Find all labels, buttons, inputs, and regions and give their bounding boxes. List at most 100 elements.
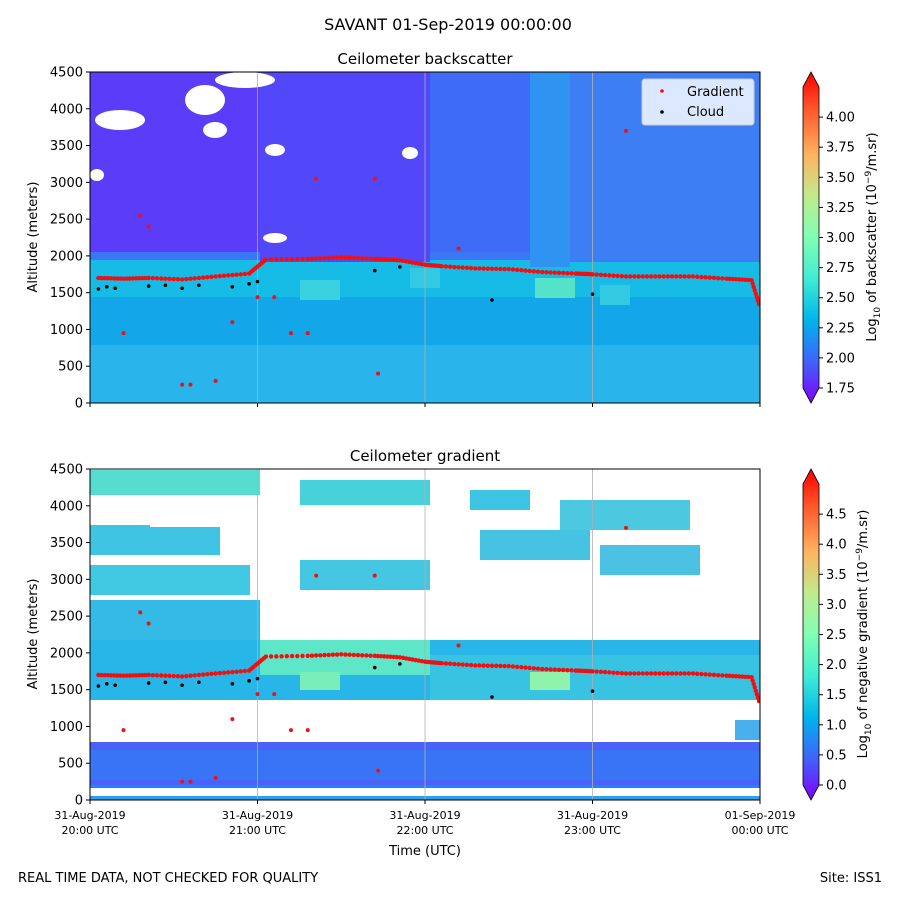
backscatter-gradient-point (756, 301, 760, 307)
backscatter-panel-title: Ceilometer backscatter (337, 50, 513, 68)
backscatter-gradient-point (624, 128, 628, 133)
backscatter-gradient-point (473, 266, 478, 271)
backscatter-gradient-point (263, 257, 269, 262)
gradient-gradient-point (514, 664, 520, 670)
backscatter-gradient-point (313, 256, 319, 261)
backscatter-gradient-point (394, 257, 399, 263)
backscatter-gradient-point (730, 276, 735, 282)
backscatter-gradient-point (225, 273, 231, 278)
backscatter-gradient-point (391, 257, 396, 263)
backscatter-gradient-point (385, 257, 390, 262)
gradient-gradient-point (447, 661, 453, 666)
gradient-gradient-point (615, 670, 620, 676)
gradient-gradient-point (623, 671, 629, 676)
backscatter-gradient-point (540, 269, 545, 275)
backscatter-gradient-point (180, 382, 185, 387)
gradient-y-label: Altitude (meters) (26, 579, 41, 690)
gradient-gradient-point (351, 652, 357, 658)
backscatter-gradient-point (753, 291, 759, 296)
gradient-gradient-point (381, 654, 387, 659)
backscatter-gradient-point (154, 276, 160, 281)
gradient-x-tick-date: 31-Aug-2019 (222, 809, 293, 822)
backscatter-gradient-point (305, 256, 310, 262)
backscatter-colorbar-tick-label: 2.00 (826, 351, 855, 366)
backscatter-gradient-point (238, 272, 243, 277)
backscatter-y-tick-label: 1500 (50, 286, 83, 301)
backscatter-x-ticks (89, 403, 761, 407)
gradient-cloud-point (590, 689, 595, 693)
backscatter-cloud-point (104, 284, 109, 289)
gradient-gradient-point (115, 673, 120, 678)
gradient-gradient-point (124, 673, 129, 678)
backscatter-gradient-point (694, 274, 700, 279)
legend-cloud-marker (660, 110, 664, 114)
gradient-colorbar-tick-label: 0.5 (826, 748, 847, 763)
backscatter-gradient-point (519, 268, 524, 273)
backscatter-colorbar-tick-label: 3.00 (826, 231, 855, 246)
gradient-gradient-point (730, 673, 735, 679)
gradient-gradient-point (556, 667, 562, 673)
backscatter-gradient-point (523, 268, 528, 273)
gradient-gradient-point (439, 660, 444, 666)
gradient-gradient-point (121, 728, 126, 733)
gradient-colorbar-label: Log10 of negative gradient (10−9/m.sr) (855, 510, 874, 759)
gradient-colorbar-tick-label: 2.5 (826, 628, 847, 643)
gradient-gradient-point (736, 674, 742, 679)
backscatter-gradient-point (598, 272, 604, 278)
backscatter-gradient-point (669, 274, 675, 279)
gradient-gradient-point (188, 673, 193, 678)
gradient-gradient-point (481, 663, 486, 668)
backscatter-gradient-point (464, 265, 470, 271)
backscatter-gradient-point (456, 265, 461, 270)
gradient-cloud-points (96, 662, 595, 699)
gradient-gradient-point (477, 663, 482, 668)
gradient-gradient-point (179, 674, 185, 679)
gradient-gradient-point (607, 670, 612, 675)
backscatter-gradient-point (506, 266, 511, 272)
gradient-x-tick-time: 22:00 UTC (396, 824, 453, 837)
backscatter-gradient-point (615, 273, 620, 279)
gradient-gradient-point (661, 671, 666, 676)
backscatter-cloud-point (247, 282, 251, 286)
backscatter-cloud-point (180, 286, 184, 291)
gradient-cloud-point (104, 681, 109, 686)
gradient-gradient-point (255, 692, 260, 697)
backscatter-gradient-point (611, 273, 616, 278)
backscatter-gradient-point (234, 272, 239, 277)
gradient-gradient-point (552, 667, 558, 672)
backscatter-gradient-point (322, 255, 327, 261)
backscatter-cloud-point (255, 279, 260, 284)
gradient-gradient-point (535, 666, 541, 671)
backscatter-gradient-point (569, 271, 574, 276)
backscatter-gradient-point (96, 275, 101, 281)
backscatter-gradient-point (372, 176, 377, 181)
gradient-gradient-point (238, 669, 243, 674)
backscatter-gradient-point (171, 276, 176, 282)
backscatter-gradient-point (627, 274, 633, 279)
gradient-y-tick-label: 0 (75, 794, 83, 809)
gradient-x-tick-time: 00:00 UTC (731, 824, 788, 837)
gradient-gradient-point (715, 672, 721, 678)
backscatter-y-tick-label: 4500 (50, 66, 83, 81)
backscatter-colorbar-label: Log10 of backscatter (10−9/m.sr) (864, 132, 883, 341)
gradient-gradient-point (154, 673, 160, 678)
backscatter-gradient-point (754, 294, 760, 300)
gradient-gradient-point (133, 673, 139, 678)
gradient-gradient-point (523, 665, 528, 670)
backscatter-gradient-point (279, 257, 284, 262)
backscatter-grid (257, 72, 593, 403)
backscatter-gradient-point (368, 256, 373, 261)
backscatter-gradient-point (594, 272, 599, 277)
backscatter-gradient-point (548, 270, 553, 275)
gradient-y-tick-label: 1000 (50, 720, 83, 735)
gradient-gradient-point (385, 654, 390, 659)
gradient-gradient-point (130, 673, 136, 678)
gradient-gradient-point (460, 662, 465, 667)
gradient-gradient-point (632, 671, 637, 676)
gradient-gradient-point (627, 671, 633, 676)
backscatter-gradient-point (686, 274, 692, 279)
backscatter-colorbar-tick-label: 1.75 (826, 382, 855, 397)
gradient-gradient-point (180, 779, 185, 784)
gradient-colorbar-ticks: 0.0 0.5 1.0 1.5 2.0 2.5 3.0 3.5 4.0 4.5 (819, 508, 847, 794)
legend-box (641, 78, 755, 126)
